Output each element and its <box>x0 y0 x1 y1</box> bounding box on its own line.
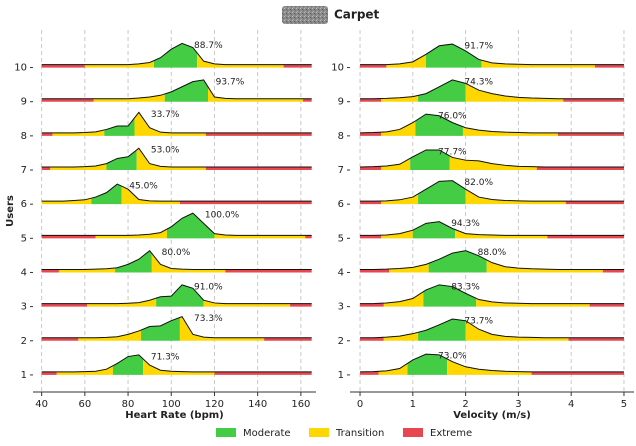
y-tick-label: 6 <box>338 199 344 210</box>
zone-area <box>78 330 141 341</box>
figure-title: Carpet <box>334 8 380 22</box>
x-tick-label: 3 <box>515 399 521 410</box>
page: {"title": "Carpet", "legend": [{"name": … <box>0 0 636 446</box>
x-tick-label: 140 <box>248 399 267 410</box>
x-tick-label: 2 <box>462 399 468 410</box>
y-tick-label: 4 <box>21 267 27 278</box>
panel: 0 1 2 3 4 5 Velocity (m/s) 1 2 3 4 5 6 7 8 9 10 91.7% 74.3… <box>331 30 634 421</box>
y-tick-label: 10 <box>14 63 27 74</box>
density-curve <box>42 184 312 201</box>
value-label: 73.0% <box>438 352 467 362</box>
y-tick-label: 5 <box>338 233 344 244</box>
zone-area <box>113 355 143 375</box>
zone-area <box>418 80 466 102</box>
value-label: 73.3% <box>194 314 223 324</box>
y-tick-label: 1 <box>21 370 27 381</box>
zone-area <box>214 234 305 239</box>
density-curve <box>360 222 624 236</box>
density-curve <box>360 285 624 304</box>
x-tick-label: 40 <box>35 399 48 410</box>
zone-area <box>141 317 180 340</box>
value-label: 73.7% <box>464 316 493 326</box>
legend-swatch <box>216 428 236 437</box>
value-label: 33.7% <box>151 110 180 120</box>
zone-area <box>381 121 415 136</box>
zone-area <box>418 319 466 341</box>
value-label: 77.7% <box>438 147 467 157</box>
legend-label: Transition <box>335 428 384 439</box>
y-tick-label: 7 <box>21 165 27 176</box>
x-tick-label: 1 <box>410 399 416 410</box>
x-tick-label: 160 <box>291 399 310 410</box>
y-tick-label: 5 <box>21 233 27 244</box>
zone-area <box>91 184 121 204</box>
x-tick-label: 120 <box>205 399 224 410</box>
legend-swatch <box>309 428 329 437</box>
zone-area <box>165 80 208 102</box>
legend-label: Moderate <box>243 428 291 439</box>
surface-icon <box>282 6 328 24</box>
y-tick-label: 8 <box>338 131 344 142</box>
zone-area <box>413 222 455 239</box>
zone-area <box>386 54 426 67</box>
value-label: 45.0% <box>129 182 158 192</box>
value-label: 94.3% <box>451 219 480 229</box>
value-label: 53.0% <box>151 146 180 156</box>
value-label: 76.0% <box>438 112 467 122</box>
zone-area <box>87 298 156 306</box>
y-tick-label: 8 <box>21 131 27 142</box>
zone-area <box>208 87 303 102</box>
y-tick-label: 7 <box>338 165 344 176</box>
zone-area <box>466 189 566 204</box>
value-label: 100.0% <box>205 211 240 221</box>
zone-area <box>381 194 418 204</box>
value-label: 88.0% <box>478 248 507 258</box>
value-label: 74.3% <box>464 77 493 87</box>
value-label: 80.0% <box>162 248 191 258</box>
y-tick-label: 9 <box>338 97 344 108</box>
value-label: 88.7% <box>194 41 223 51</box>
x-tick-label: 80 <box>122 399 135 410</box>
y-tick-label: 4 <box>338 267 344 278</box>
y-axis-label: Users <box>5 195 16 227</box>
zone-area <box>93 94 164 102</box>
panels: 406080100120140160Heart Rate (bpm)Users1… <box>5 30 634 421</box>
y-tick-label: 1 <box>338 370 344 381</box>
value-label: 82.0% <box>464 178 493 188</box>
y-tick-label: 3 <box>338 302 344 313</box>
zone-area <box>384 292 424 307</box>
legend: Moderate Transition Extreme <box>216 428 472 439</box>
value-label: 71.3% <box>151 352 180 362</box>
legend-swatch <box>403 428 423 437</box>
x-axis-label: Heart Rate (bpm) <box>125 410 223 421</box>
zone-area <box>197 53 283 68</box>
zone-area <box>381 158 410 170</box>
y-tick-label: 2 <box>21 336 27 347</box>
value-label: 83.3% <box>451 282 480 292</box>
y-tick-label: 9 <box>21 97 27 108</box>
x-tick-label: 5 <box>621 399 627 410</box>
x-tick-label: 60 <box>78 399 91 410</box>
legend-label: Extreme <box>430 428 472 439</box>
zone-area <box>463 127 558 136</box>
y-tick-label: 6 <box>21 199 27 210</box>
zone-area <box>379 363 408 375</box>
x-tick-label: 0 <box>357 399 363 410</box>
x-axis-label: Velocity (m/s) <box>453 410 531 421</box>
x-tick-label: 4 <box>568 399 574 410</box>
x-tick-label: 100 <box>162 399 181 410</box>
zone-area <box>450 156 537 170</box>
y-tick-label: 10 <box>331 63 344 74</box>
value-label: 93.7% <box>216 77 245 87</box>
panel: 40 60 80 100 120 140 160 Heart Rate (bpm) Users 1… <box>5 30 316 421</box>
figure: Carpet 406080100120140160Heart Rate (bpm… <box>0 0 636 442</box>
y-tick-label: 2 <box>338 336 344 347</box>
value-label: 91.7% <box>464 42 493 52</box>
y-tick-label: 3 <box>21 302 27 313</box>
value-label: 91.0% <box>194 282 223 292</box>
zone-area <box>104 118 134 136</box>
